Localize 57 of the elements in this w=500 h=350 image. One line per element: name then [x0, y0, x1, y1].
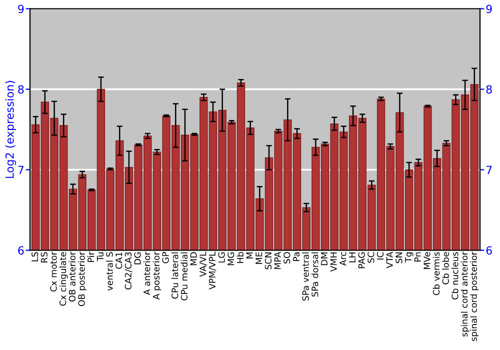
- x-tick-label: RS: [40, 252, 48, 262]
- x-tick-label: CA2/CA3: [124, 252, 132, 290]
- y-tick-label: 9: [18, 4, 24, 14]
- y-tick-label: 6: [18, 246, 24, 255]
- x-tick-label: Tg: [405, 252, 414, 263]
- x-tick-label: spinal cord anterior: [460, 252, 470, 336]
- x-tick-label: Cb lobe: [442, 252, 449, 284]
- x-tick-label: M: [246, 252, 253, 258]
- y2-tick-label: 9: [486, 4, 492, 14]
- x-tick-label: LS: [32, 252, 38, 262]
- x-tick-label: CPu lateral: [171, 252, 178, 299]
- x-tick-label: SPa ventral: [302, 252, 309, 301]
- x-tick-label: GP: [162, 252, 169, 264]
- x-tick-label: Tu: [96, 252, 104, 262]
- x-tick-label: A posterior: [152, 252, 162, 300]
- x-tick-label: SPa dorsal: [311, 252, 318, 296]
- x-tick-label: Pir: [87, 252, 94, 262]
- x-tick-label: Cx motor: [50, 252, 57, 292]
- x-tick-label: ME: [256, 252, 262, 264]
- y-tick-label: 7: [18, 166, 24, 174]
- x-tick-label: VMH: [330, 252, 337, 272]
- x-tick-label: DG: [134, 252, 141, 264]
- x-tick-label: Cb vermis: [432, 252, 440, 296]
- x-tick-label: VPM/VPL: [209, 252, 216, 290]
- x-tick-label: LG: [218, 252, 225, 262]
- x-tick-label: VTA: [386, 252, 393, 268]
- x-tick-label: SO: [284, 252, 290, 264]
- x-tick-label: MG: [228, 252, 234, 266]
- x-tick-label: MVe: [424, 252, 430, 270]
- x-tick-label: SCN: [264, 252, 272, 270]
- y2-tick-label: 7: [486, 166, 492, 174]
- x-tick-label: MD: [190, 252, 197, 266]
- y-axis-title: Log2 (expression): [5, 80, 16, 178]
- x-tick-label: Pn: [414, 252, 421, 262]
- y2-tick-label: 8: [486, 85, 492, 94]
- x-tick-label: LH: [349, 252, 356, 262]
- x-tick-label: A anterior: [143, 252, 150, 296]
- x-tick-label: CA1: [116, 252, 122, 269]
- y-tick-label: 8: [18, 85, 24, 94]
- x-tick-label: MPA: [274, 252, 281, 270]
- x-tick-label: Arc: [340, 252, 346, 266]
- x-tick-label: Hb: [236, 252, 244, 263]
- x-tick-label: OB anterior: [68, 252, 76, 302]
- y2-tick-label: 6: [486, 246, 492, 255]
- x-tick-label: DM: [321, 252, 328, 266]
- x-tick-label: VA/VL: [200, 252, 207, 277]
- x-tick-label: SC: [368, 252, 374, 263]
- x-tick-label: Cb nucleus: [451, 252, 458, 300]
- x-tick-label: ventral S: [106, 252, 113, 291]
- x-tick-label: IC: [376, 252, 384, 260]
- x-tick-label: SN: [396, 252, 402, 264]
- x-tick-label: Pa: [293, 252, 300, 262]
- x-tick-label: OB posterior: [78, 252, 87, 306]
- x-tick-label: Cx cingulate: [59, 252, 68, 306]
- x-tick-label: CPu medial: [180, 252, 188, 300]
- x-tick-label: spinal cord posterior: [470, 252, 479, 342]
- x-tick-label: PAG: [358, 252, 365, 268]
